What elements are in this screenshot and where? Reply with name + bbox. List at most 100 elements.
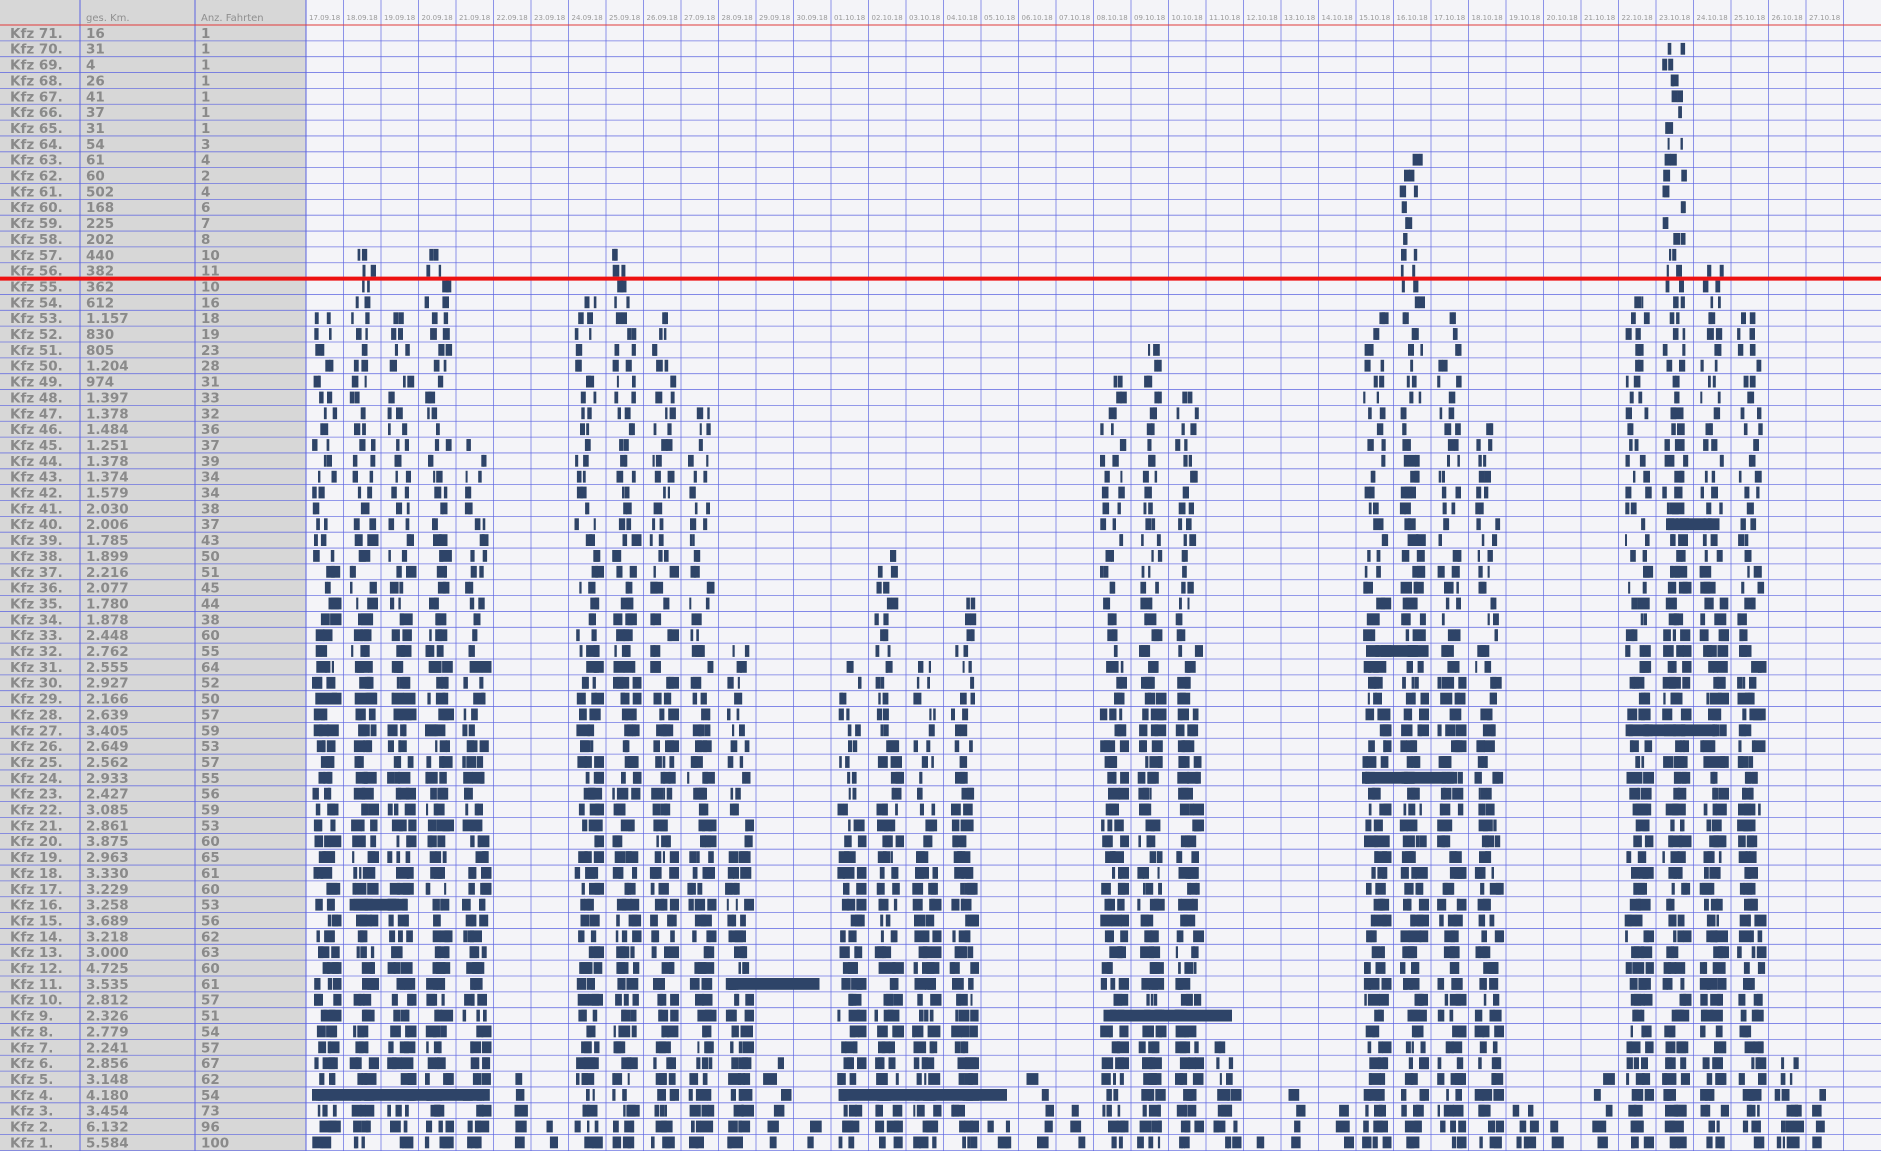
usage-bar [699,423,702,436]
usage-bar [353,629,364,642]
usage-bar [1478,454,1482,467]
usage-bar [626,581,629,594]
usage-bar [1706,1136,1713,1149]
usage-bar [1662,217,1669,229]
usage-bar [580,423,585,436]
usage-bar [1402,835,1415,848]
usage-bar [473,692,486,705]
usage-bar [1703,803,1708,816]
usage-bar [1186,787,1189,800]
usage-bar [1405,1041,1411,1054]
usage-bar [315,629,325,642]
usage-bar [358,993,365,1006]
usage-bar [397,787,410,800]
usage-bar [591,692,597,705]
usage-bar [725,882,733,895]
usage-bar [1819,1089,1826,1101]
usage-bar [445,344,453,356]
usage-bar [632,661,636,673]
usage-bar [1154,391,1159,404]
usage-bar [1372,1025,1378,1038]
usage-bar [701,1057,708,1070]
usage-bar [626,851,639,863]
usage-bar [923,835,933,848]
usage-bar [367,280,370,293]
usage-bar [354,391,360,404]
usage-bar [1627,708,1638,721]
usage-bar [1713,771,1718,784]
vehicle-km: 3.000 [86,945,129,961]
usage-bar [1403,708,1412,721]
usage-bar [838,708,844,721]
usage-bar [1710,1009,1723,1022]
usage-bar [883,613,889,626]
usage-bar [1667,1089,1676,1101]
usage-bar [588,993,600,1006]
usage-bar [696,851,700,863]
vehicle-name: Kfz 27. [10,723,63,739]
usage-bar [1141,978,1151,990]
usage-bar [612,1089,616,1101]
usage-bar [1100,565,1104,578]
usage-bar [1629,787,1640,800]
usage-bar [1481,930,1487,943]
usage-bar [1483,740,1495,753]
usage-bar [1455,1089,1458,1101]
usage-bar [1673,296,1679,309]
usage-bar [655,1041,666,1054]
usage-bar [312,1089,317,1101]
usage-bar [1176,407,1180,420]
usage-bar [430,328,437,340]
usage-bar [662,312,667,325]
usage-bar [1120,835,1129,848]
usage-bar [1681,771,1691,784]
usage-bar [707,898,717,911]
usage-bar [884,819,896,832]
usage-bar [463,708,467,721]
usage-bar [687,771,690,784]
usage-bar [1374,1104,1383,1117]
usage-bar [1711,439,1718,451]
usage-bar [1669,1120,1673,1133]
usage-bar [807,1136,814,1149]
usage-bar [1740,407,1745,420]
usage-bar [319,1073,325,1085]
usage-bar [592,676,596,689]
usage-bar [959,1120,966,1133]
usage-bar [932,930,942,943]
usage-bar [1738,724,1747,737]
usage-bar [631,391,636,404]
usage-bar [913,1104,916,1117]
usage-bar [625,708,634,721]
usage-bar [1487,550,1493,562]
usage-bar [1373,819,1377,832]
usage-bar [874,946,884,959]
usage-bar [1750,898,1758,911]
usage-bar [323,407,327,420]
vehicle-name: Kfz 22. [10,803,63,819]
date-tick-label: 11.10.18 [1209,14,1240,22]
usage-bar [1141,565,1145,578]
usage-bar [695,613,702,626]
usage-bar [735,787,741,800]
usage-bar [631,534,642,546]
usage-bar [1668,1025,1671,1038]
usage-bar [353,993,362,1006]
usage-bar [515,1073,523,1085]
usage-bar [1109,946,1123,959]
usage-bar [1669,1136,1676,1149]
usage-bar [1408,1136,1413,1149]
usage-bar [913,1136,922,1149]
usage-bar [1113,787,1121,800]
usage-bar [1625,328,1632,340]
usage-bar [483,1009,487,1022]
usage-bar [1489,978,1499,990]
usage-bar [1144,613,1148,626]
usage-bar [743,1073,751,1085]
usage-bar [1139,740,1146,753]
usage-bar [1739,882,1753,895]
usage-bar [1419,803,1422,816]
date-tick-label: 24.10.18 [1697,14,1728,22]
usage-bar [1484,470,1491,483]
usage-bar [1193,930,1204,943]
